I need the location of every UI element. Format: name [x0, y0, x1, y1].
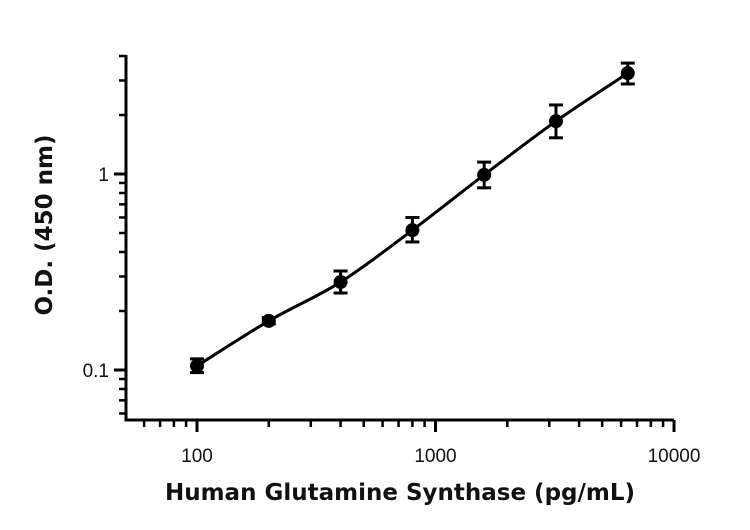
data-point	[620, 61, 635, 86]
x-axis-title: Human Glutamine Synthase (pg/mL)	[165, 480, 635, 506]
marker-circle	[261, 313, 276, 328]
x-tick-label: 100	[181, 446, 213, 467]
data-point	[477, 160, 492, 190]
marker-circle	[620, 66, 635, 81]
y-axis-title: O.D. (450 nm)	[32, 134, 58, 315]
data-point	[190, 357, 204, 375]
data-point	[261, 313, 276, 328]
x-tick-label: 10000	[648, 446, 701, 467]
data-point	[405, 215, 420, 244]
y-axis-major-ticks: 0.11	[83, 165, 126, 382]
data-point	[548, 103, 563, 140]
marker-circle	[405, 223, 420, 238]
x-tick-label: 1000	[414, 446, 456, 467]
marker-circle	[477, 167, 492, 182]
y-tick-label: 0.1	[83, 361, 109, 382]
data-point	[333, 269, 348, 295]
marker-circle	[548, 114, 563, 129]
y-tick-label: 1	[98, 165, 109, 186]
data-points	[190, 61, 635, 375]
x-axis-major-ticks: 100 1000 10000	[181, 420, 700, 467]
marker-circle	[333, 275, 348, 290]
marker-circle	[190, 358, 204, 373]
